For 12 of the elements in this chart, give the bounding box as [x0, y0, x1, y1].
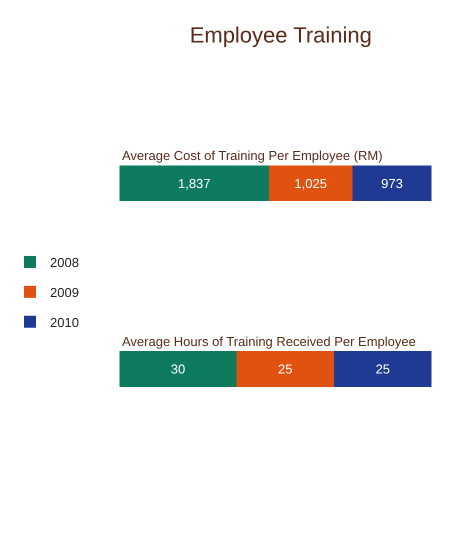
- data-label: 1,025: [294, 176, 327, 191]
- legend-label: 2010: [50, 314, 79, 330]
- legend-label: 2009: [50, 284, 79, 300]
- data-label: 25: [376, 361, 390, 376]
- chart-title: Employee Training: [190, 22, 372, 48]
- legend-label: 2008: [50, 255, 79, 270]
- data-label: 30: [170, 361, 186, 376]
- y-tick-label: Average Hours of Training Received Per Employee: [122, 334, 416, 349]
- y-tick-label: Average Cost of Training Per Employee (RM): [122, 148, 383, 163]
- data-label: 1,837: [178, 176, 211, 191]
- data-label: 973: [381, 176, 403, 191]
- data-label: 25: [278, 361, 293, 376]
